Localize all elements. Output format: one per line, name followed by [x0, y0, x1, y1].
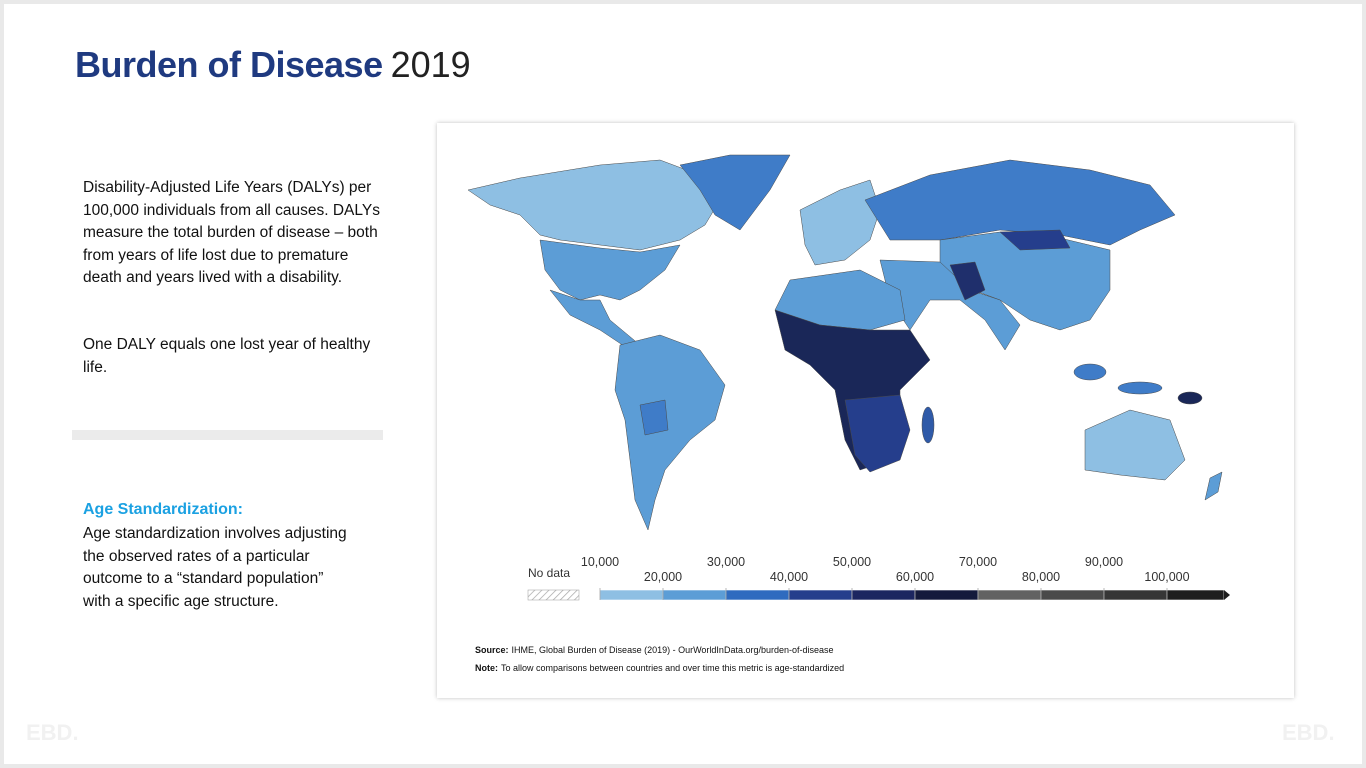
legend-label: 60,000: [896, 570, 934, 584]
note-label: Note:: [475, 663, 498, 673]
legend-segment: [1166, 589, 1225, 601]
region: [467, 159, 721, 251]
legend-segment: [914, 589, 979, 601]
legend-label: 90,000: [1085, 555, 1123, 569]
note: Note: To allow comparisons between countr…: [475, 663, 844, 673]
description: One DALY equals one lost year of healthy…: [83, 336, 371, 376]
region: [949, 261, 986, 301]
region: [921, 406, 935, 444]
region: [539, 239, 681, 301]
legend-label: 80,000: [1022, 570, 1060, 584]
region: [1084, 409, 1186, 481]
region: [1204, 471, 1223, 501]
legend-label: 40,000: [770, 570, 808, 584]
source: Source: IHME, Global Burden of Disease (2…: [475, 645, 834, 655]
note-text: To allow comparisons between countries a…: [501, 663, 844, 673]
region: [1073, 363, 1107, 381]
legend-segment: [662, 589, 727, 601]
legend-segment: [788, 589, 853, 601]
region: [1117, 381, 1163, 395]
separator: [72, 430, 383, 440]
logo: EBD.: [26, 720, 79, 745]
region: [549, 289, 641, 351]
region: [844, 394, 911, 473]
region: [679, 154, 791, 231]
region: [639, 399, 669, 436]
legend-segment: [1103, 589, 1168, 601]
legend-segment: [725, 589, 790, 601]
legend: 10,000 20,000 30,000 40,000 50,000 60,000 70,0…: [581, 555, 1230, 601]
title: Burden of Disease: [75, 44, 383, 85]
region: [999, 229, 1071, 251]
source-text: IHME, Global Burden of Disease (2019) - …: [512, 645, 834, 655]
source-label: Source:: [475, 645, 509, 655]
legend-label: 30,000: [707, 555, 745, 569]
description: Disability-Adjusted Life Years (DALYs) p…: [83, 179, 380, 286]
no-data-label: No data: [528, 566, 570, 580]
no-data-swatch: [527, 589, 580, 601]
legend-label: 70,000: [959, 555, 997, 569]
region: [614, 334, 726, 531]
legend-arrow: [1224, 590, 1230, 600]
countries: [467, 154, 1223, 531]
year: 2019: [390, 44, 471, 85]
section-text: Age standardization involves adjusting t…: [83, 525, 347, 610]
legend-segment: [977, 589, 1042, 601]
legend-segment: [599, 589, 664, 601]
legend-segment: [851, 589, 916, 601]
legend-label: 10,000: [581, 555, 619, 569]
region: [1177, 391, 1203, 405]
legend-label: 20,000: [644, 570, 682, 584]
legend-label: 100,000: [1144, 570, 1189, 584]
region: [799, 179, 881, 266]
legend-segment: [1040, 589, 1105, 601]
section-heading: Age Standardization:: [83, 501, 244, 518]
logo: EBD.: [1282, 720, 1335, 745]
title-line: Burden of Disease 2019: [75, 44, 471, 86]
region: [774, 309, 931, 471]
legend-label: 50,000: [833, 555, 871, 569]
